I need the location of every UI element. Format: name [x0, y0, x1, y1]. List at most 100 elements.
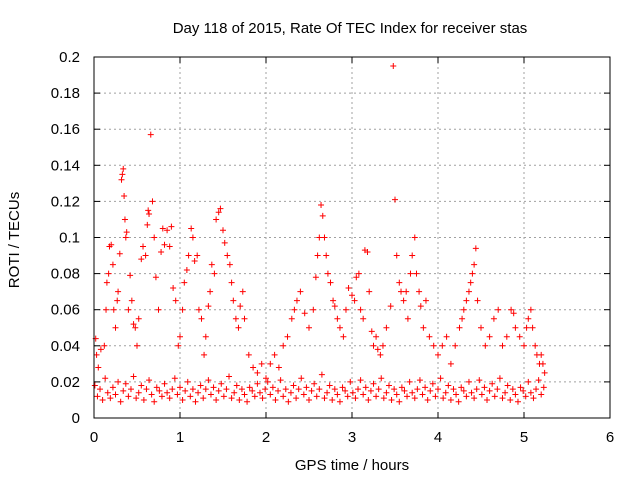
- data-point: [135, 315, 142, 322]
- data-point: [179, 396, 186, 403]
- data-point: [478, 391, 485, 398]
- data-point: [271, 351, 278, 358]
- data-point: [313, 393, 320, 400]
- y-tick-label: 0.06: [51, 302, 80, 319]
- data-point: [153, 384, 160, 391]
- data-point: [280, 393, 287, 400]
- data-point: [327, 279, 334, 286]
- data-point: [379, 342, 386, 349]
- data-point: [238, 386, 245, 393]
- data-point: [460, 387, 467, 394]
- data-point: [284, 333, 291, 340]
- data-point: [411, 395, 418, 402]
- data-point: [318, 202, 325, 209]
- data-point: [115, 288, 122, 295]
- data-point: [489, 380, 496, 387]
- data-point: [189, 234, 196, 241]
- data-point: [208, 261, 215, 268]
- data-point: [164, 389, 171, 396]
- data-point: [476, 377, 483, 384]
- data-point: [495, 306, 502, 313]
- data-point: [450, 386, 457, 393]
- y-tick-label: 0.18: [51, 85, 80, 102]
- data-point: [202, 386, 209, 393]
- data-point: [512, 324, 519, 331]
- data-point: [401, 387, 408, 394]
- data-point: [232, 315, 239, 322]
- data-point: [529, 324, 536, 331]
- data-point: [510, 310, 517, 317]
- data-point: [280, 342, 287, 349]
- data-point: [355, 270, 362, 277]
- data-point: [254, 380, 261, 387]
- data-point: [340, 333, 347, 340]
- data-point: [130, 321, 137, 328]
- data-point: [97, 386, 104, 393]
- data-point: [105, 270, 112, 277]
- data-point: [290, 382, 297, 389]
- data-point: [403, 288, 410, 295]
- data-point: [288, 315, 295, 322]
- data-point: [486, 387, 493, 394]
- data-point: [339, 384, 346, 391]
- data-point: [396, 279, 403, 286]
- data-point: [404, 393, 411, 400]
- data-point: [285, 398, 292, 405]
- data-point: [210, 384, 217, 391]
- data-point: [357, 306, 364, 313]
- data-point: [120, 165, 127, 172]
- data-point: [321, 234, 328, 241]
- data-point: [525, 378, 532, 385]
- data-point: [509, 386, 516, 393]
- data-point: [443, 333, 450, 340]
- x-tick-labels: 0 1 2 3 4 5 6: [90, 429, 614, 446]
- data-point: [104, 389, 111, 396]
- data-point: [197, 382, 204, 389]
- data-point: [368, 328, 375, 335]
- data-point: [224, 252, 231, 259]
- data-point: [202, 333, 209, 340]
- data-point: [158, 393, 165, 400]
- data-point: [174, 391, 181, 398]
- data-point: [119, 171, 126, 178]
- data-point: [344, 393, 351, 400]
- data-point: [145, 207, 152, 214]
- data-point: [427, 387, 434, 394]
- data-point: [116, 250, 123, 257]
- data-point: [245, 351, 252, 358]
- data-point: [396, 398, 403, 405]
- data-point: [398, 384, 405, 391]
- data-point: [342, 306, 349, 313]
- data-point: [170, 285, 177, 292]
- data-point: [413, 270, 420, 277]
- data-point: [282, 386, 289, 393]
- data-point: [275, 364, 282, 371]
- data-point: [334, 315, 341, 322]
- data-point: [220, 393, 227, 400]
- data-point: [514, 398, 521, 405]
- data-point: [179, 306, 186, 313]
- data-point: [349, 292, 355, 299]
- data-point: [230, 297, 237, 304]
- data-point: [306, 396, 312, 403]
- data-point: [239, 288, 246, 295]
- data-point: [490, 315, 497, 322]
- data-point: [538, 391, 545, 398]
- axis-ticks: [93, 56, 611, 419]
- data-point: [540, 384, 547, 391]
- data-point: [430, 342, 437, 349]
- data-point: [392, 196, 398, 203]
- data-point: [103, 306, 110, 313]
- y-tick-label: 0.08: [51, 266, 80, 283]
- data-point: [132, 324, 139, 331]
- data-point: [426, 333, 433, 340]
- data-point: [465, 378, 472, 385]
- data-point: [484, 396, 491, 403]
- data-point: [525, 315, 532, 322]
- y-tick-labels: 0 0.02 0.04 0.06 0.08 0.1 0.12 0.14 0.16 0.18 0.2: [51, 49, 80, 427]
- data-point: [474, 297, 481, 304]
- data-point: [316, 234, 323, 241]
- data-point: [507, 396, 514, 403]
- data-point: [468, 389, 475, 396]
- data-point: [110, 306, 117, 313]
